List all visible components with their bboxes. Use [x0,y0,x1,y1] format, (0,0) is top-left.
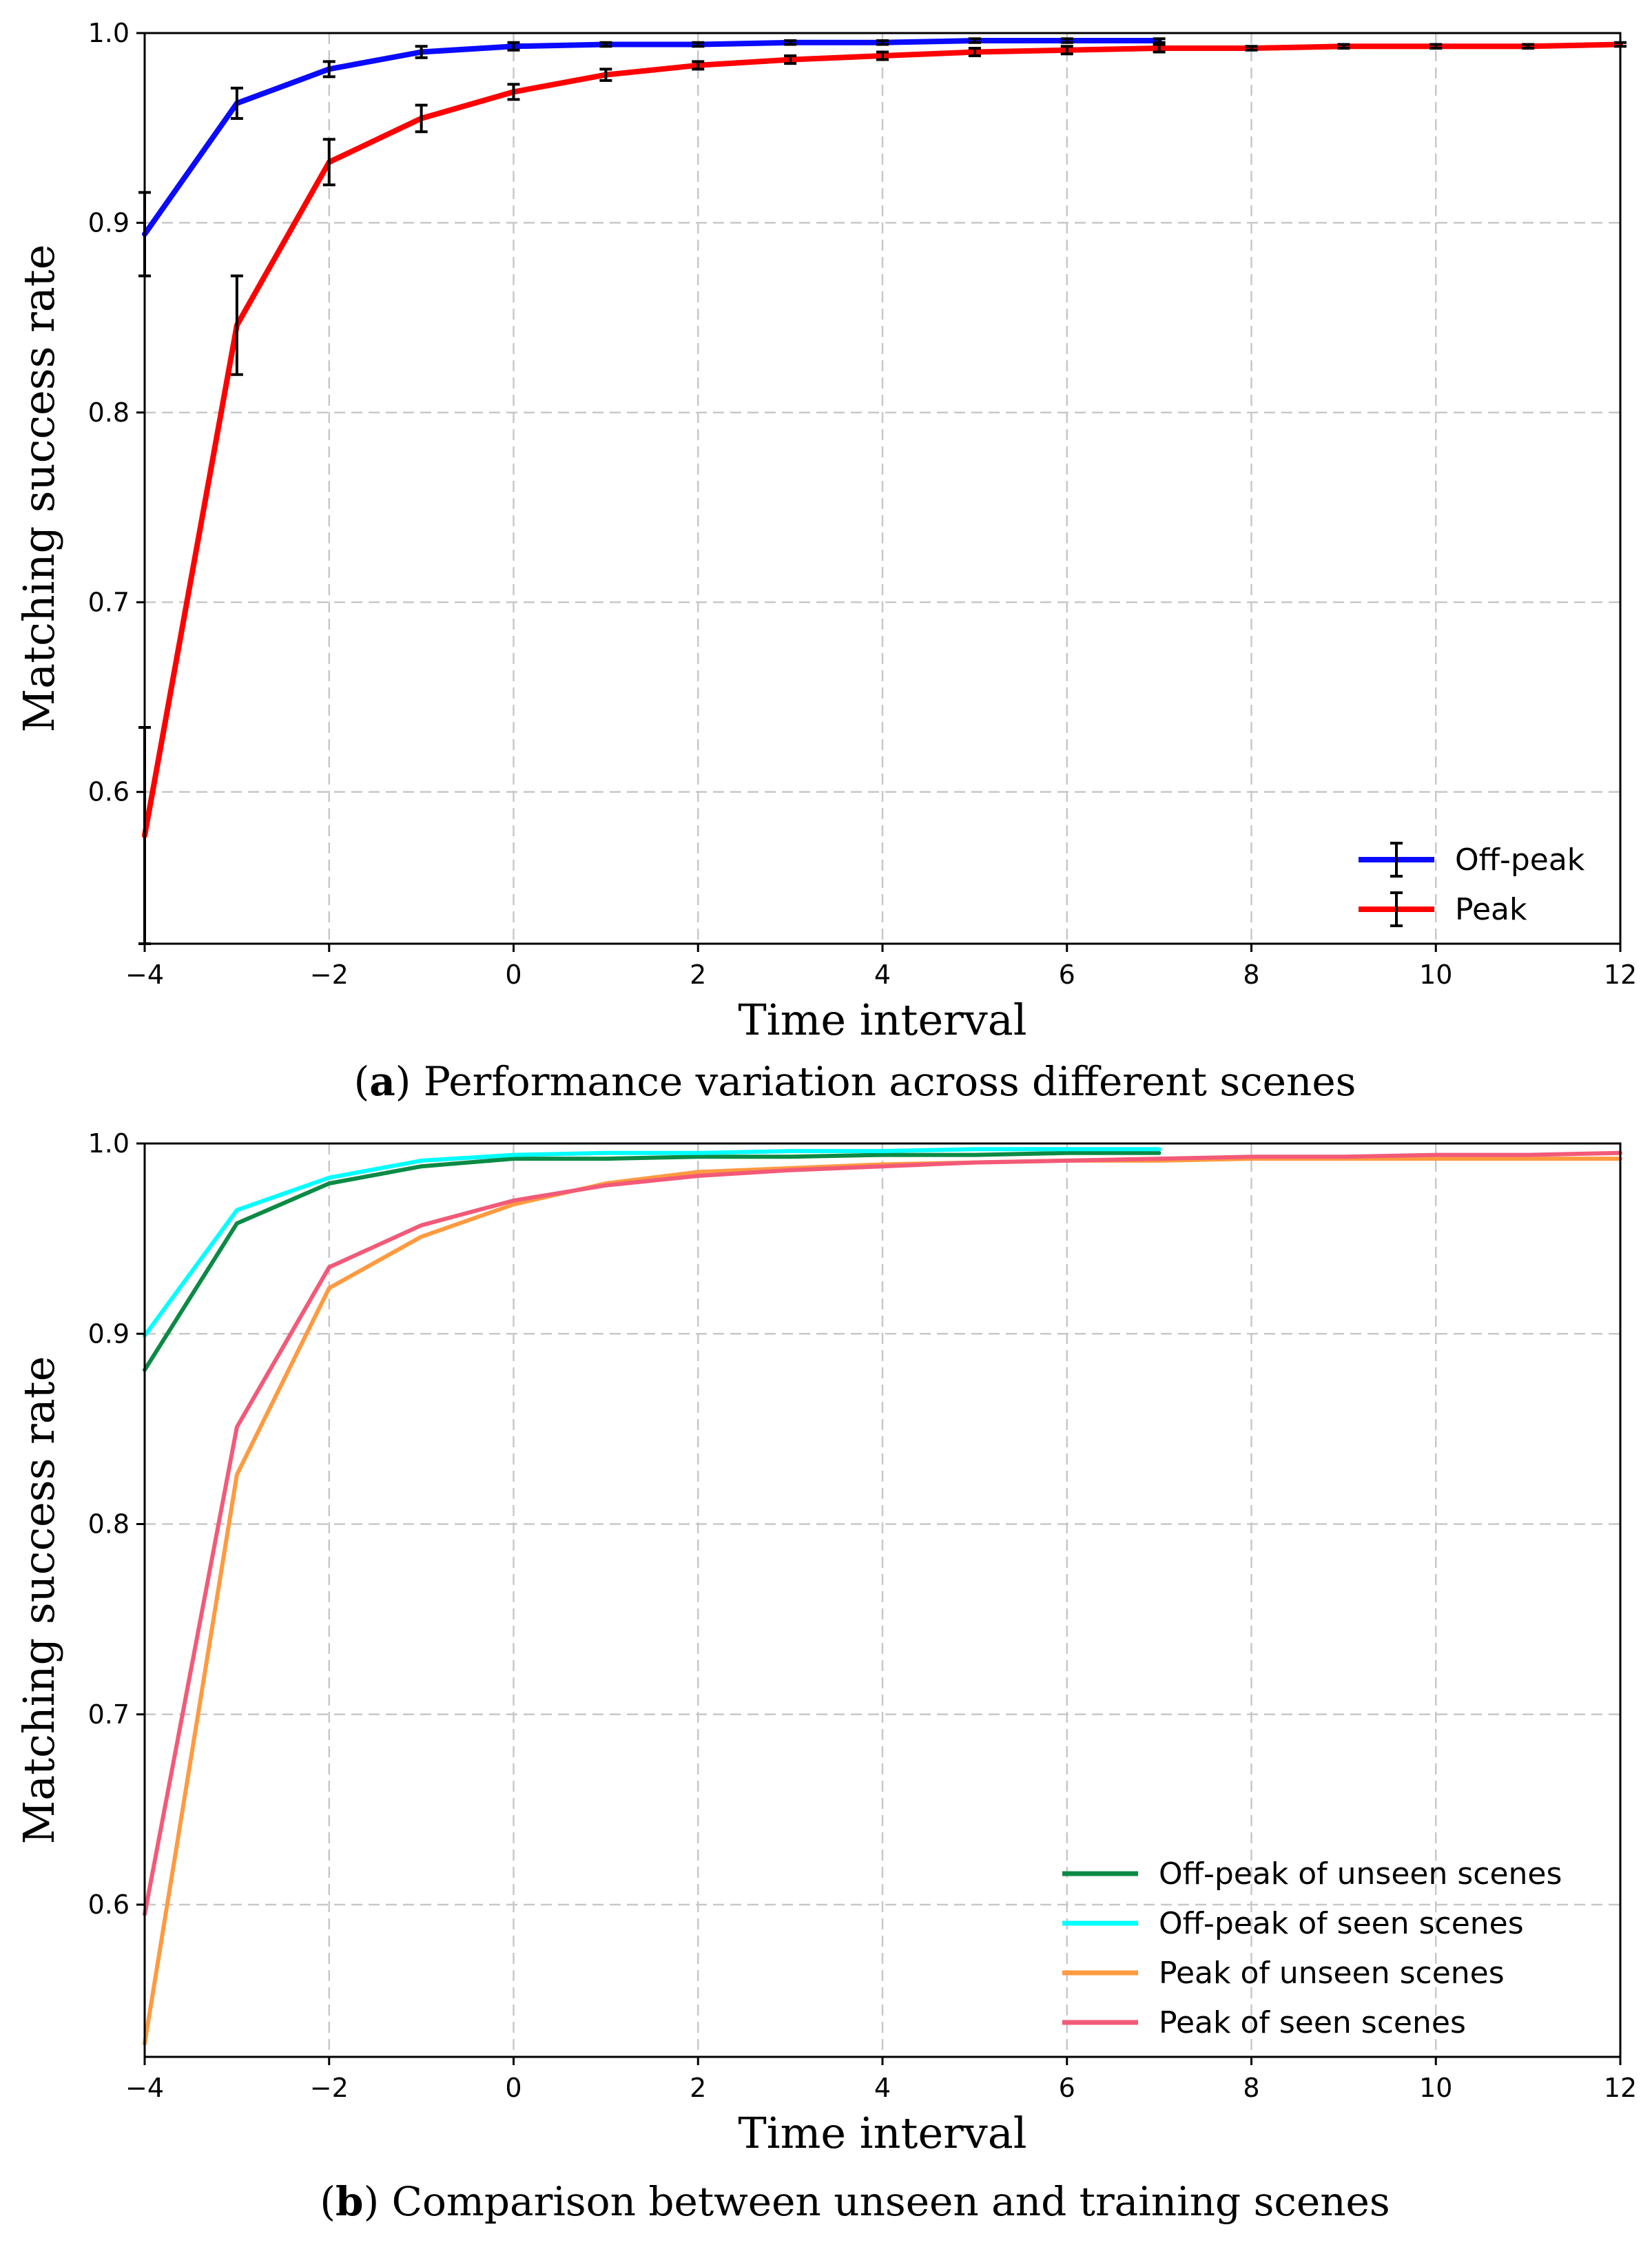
error-bar [230,86,243,120]
error-bar [968,37,981,44]
error-bar [1060,37,1073,44]
caption-text: ) Comparison between unseen and training… [364,2178,1390,2225]
legend-item: Peak [1359,891,1527,927]
series-line [142,38,1162,237]
error-bar [784,39,797,46]
series-line [143,1150,1622,1916]
series-off-peak-of-seen-scenes [143,1147,1161,1338]
caption-letter: a [369,1058,395,1105]
figure-caption: (b) Comparison between unseen and traini… [320,2178,1390,2225]
x-tick-label: −2 [310,960,349,990]
y-tick-label: 0.6 [88,1889,130,1920]
x-tick-label: 8 [1243,2073,1259,2103]
x-tick-label: 4 [874,960,891,990]
error-bar [876,39,889,46]
error-bar [415,103,428,134]
caption-letter: b [335,2178,364,2225]
error-bar [1522,43,1535,50]
legend-item: Peak of unseen scenes [1062,1956,1505,1991]
error-bar [1245,45,1258,52]
legend-label: Off-peak [1455,842,1585,878]
y-tick-label: 0.9 [88,207,130,238]
x-tick-label: 10 [1419,960,1452,990]
x-tick-label: 8 [1243,960,1259,990]
x-axis-title: Time interval [738,2108,1026,2158]
legend-label: Peak of unseen scenes [1159,1956,1505,1991]
y-axis-title: Matching success rate [14,245,64,733]
grid-lines [145,1143,1620,2057]
legend-label: Peak [1455,892,1527,927]
caption-text: ) Performance variation across different… [395,1058,1356,1105]
error-bar [1337,43,1350,50]
series-line [143,1147,1161,1338]
error-bar [1153,37,1166,44]
chart-b: −4 −2 0 2 4 6 8 10 12 0.6 0.7 0.8 0.9 1.0 Time interva… [14,1128,1637,2225]
error-bar [322,60,335,79]
error-bar [692,41,705,48]
error-bar [692,60,705,71]
x-tick-label: 0 [505,960,522,990]
x-tick-label: 6 [1059,960,1075,990]
legend-label: Off-peak of unseen scenes [1159,1856,1562,1892]
error-bar [230,274,243,376]
series-off-peak-of-unseen-scenes [143,1150,1161,1372]
series-peak [138,41,1627,945]
y-tick-label: 0.8 [88,1509,130,1540]
legend-item: Off-peak [1359,842,1585,878]
x-tick-label: 6 [1059,2073,1075,2103]
caption-paren-open: ( [354,1058,370,1105]
caption-paren-open: ( [320,2178,335,2225]
error-bar [968,47,981,58]
y-tick-label: 0.8 [88,397,130,428]
error-bar [415,45,428,59]
x-tick-label: 2 [690,2073,706,2103]
legend-item: Off-peak of seen scenes [1062,1906,1524,1941]
error-bar [784,54,797,65]
y-tick-label: 0.7 [88,587,130,617]
error-bar [1429,43,1443,50]
x-axis-title: Time interval [738,995,1026,1045]
x-tick-label: 10 [1419,2073,1452,2103]
series-line [143,1150,1161,1372]
grid-lines [145,33,1620,944]
error-bar [507,83,520,101]
y-tick-label: 1.0 [88,1128,130,1159]
x-tick-label: −4 [125,960,164,990]
y-tick-label: 0.6 [88,777,130,807]
error-bar [599,41,612,48]
error-bar [507,41,520,52]
legend-item: Off-peak of unseen scenes [1062,1856,1562,1892]
error-bar [1060,45,1073,56]
x-tick-label: 0 [505,2073,522,2103]
legend-item: Peak of seen scenes [1062,2005,1466,2040]
series-off-peak [138,37,1166,278]
y-tick-label: 1.0 [88,18,130,48]
x-tick-label: 12 [1604,960,1637,990]
x-tick-label: 4 [874,2073,891,2103]
legend-label: Off-peak of seen scenes [1159,1906,1524,1941]
legend: Off-peak of unseen scenes Off-peak of see… [1062,1856,1562,2040]
error-bar [322,138,335,187]
x-tick-label: 2 [690,960,706,990]
error-bar [876,50,889,61]
error-bar [1153,43,1166,54]
y-axis-title: Matching success rate [14,1356,64,1845]
y-tick-label: 0.9 [88,1318,130,1349]
y-tick-label: 0.7 [88,1699,130,1730]
chart-a: −4 −2 0 2 4 6 8 10 12 0.6 0.7 0.8 0.9 1.0 Time interva… [14,18,1637,1105]
legend: Off-peak Peak [1359,842,1585,927]
figure-caption: (a) Performance variation across differe… [354,1058,1356,1105]
x-tick-label: −2 [310,2073,349,2103]
x-tick-label: −4 [125,2073,164,2103]
legend-label: Peak of seen scenes [1159,2005,1466,2040]
x-tick-label: 12 [1604,2073,1637,2103]
error-bar [599,68,612,82]
series-peak-of-seen-scenes [143,1150,1622,1916]
